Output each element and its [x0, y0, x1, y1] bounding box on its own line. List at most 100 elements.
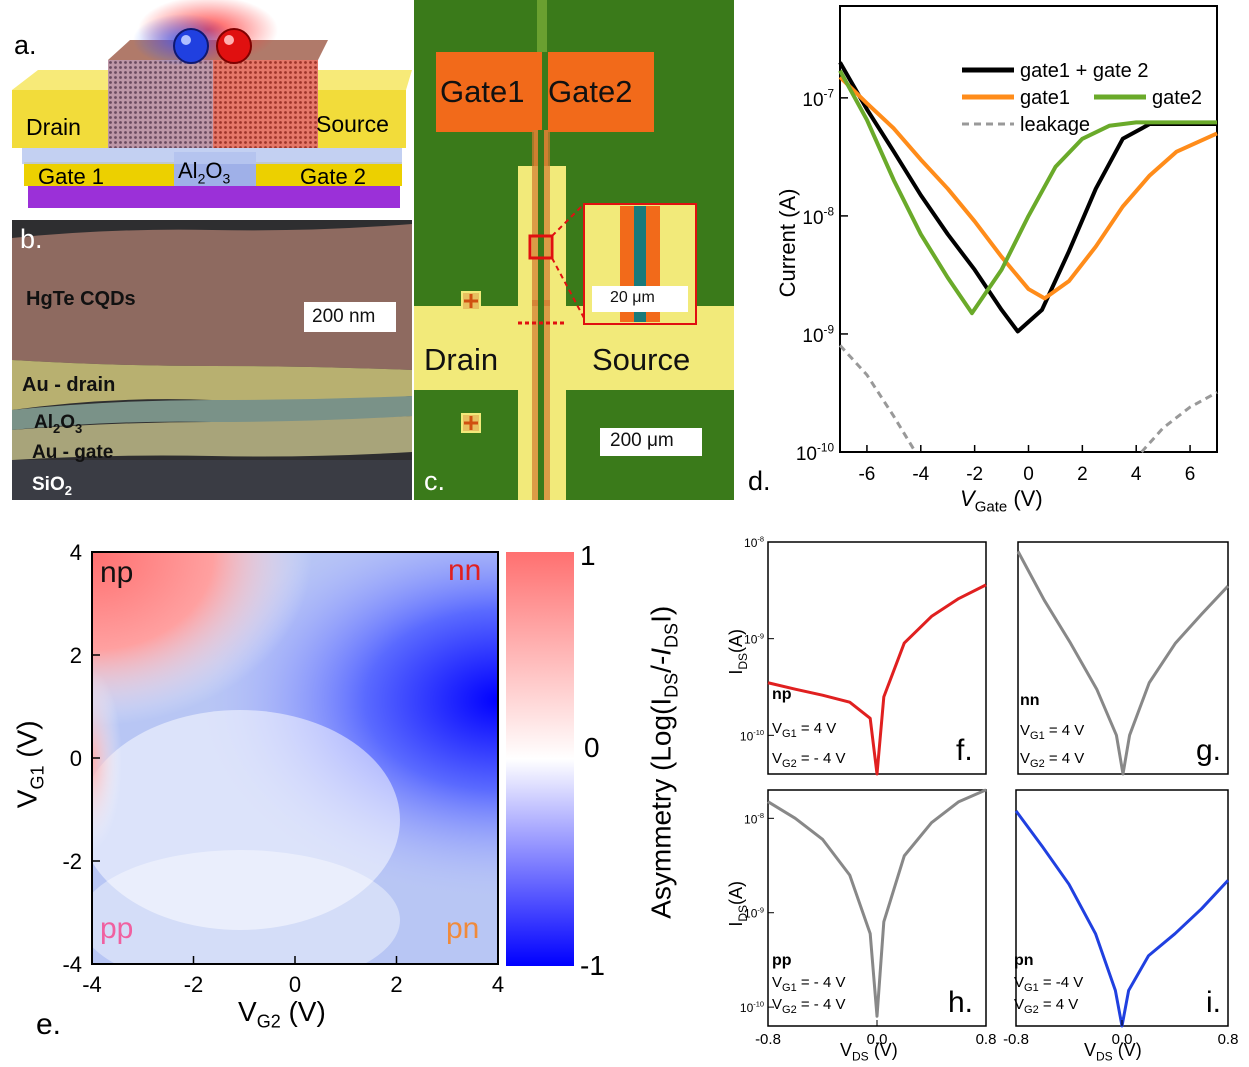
d-curve-both — [838, 61, 1217, 334]
device-schematic — [12, 0, 412, 208]
e-xtick-label: 0 — [289, 972, 301, 997]
inset-scale-label: 20 μm — [610, 289, 655, 306]
h-ytick-label: 10-8 — [744, 811, 764, 826]
micrograph — [414, 0, 734, 500]
panel-g-letter: g. — [1196, 734, 1222, 767]
al2o3-label: Al2O3 — [34, 412, 83, 436]
f-ytick-label: 10-9 — [744, 631, 764, 646]
d-curve-gate2 — [838, 69, 1217, 316]
d-legend-label: gate1 + gate 2 — [1020, 60, 1148, 82]
panel-i-letter: i. — [1206, 986, 1221, 1019]
d-curve-leakage — [838, 344, 917, 453]
gate2-pad-label: Gate2 — [548, 74, 633, 109]
panel-h-letter: h. — [948, 986, 974, 1019]
panel-f-letter: f. — [956, 734, 973, 767]
e-ytick-label: -2 — [62, 849, 82, 874]
i-tag: pn — [1014, 952, 1034, 969]
gate1-pad-label: Gate1 — [440, 74, 525, 109]
f-ytick-label: 10-8 — [744, 535, 764, 550]
sem-scale-label: 200 nm — [312, 306, 376, 327]
i-xtick-label: -0.8 — [1003, 1031, 1029, 1048]
panel-c: Gate1 Gate2 Drain Source 200 μm 20 μm c. — [414, 0, 734, 500]
cbar-tick-pos: 1 — [580, 540, 596, 571]
iv-charts: 10-8 10-9 10-10 10-8 10-9 10-10 -0.8 0.0 0.8 -0.8… — [740, 535, 1239, 1048]
h-iv-curve — [767, 788, 987, 1018]
d-ylabel: Current (A) — [775, 188, 800, 298]
corner-nn: nn — [448, 554, 482, 587]
e-ylabel: VG1 (V) — [11, 720, 48, 809]
f-iv-curve — [767, 583, 987, 776]
hgte-label: HgTe CQDs — [26, 288, 136, 310]
h-ytick-label: 10-9 — [744, 905, 764, 920]
asymmetry-heatmap: -4 -2 0 2 4 4 2 0 -2 -4 — [62, 540, 574, 997]
source-pad-label: Source — [592, 342, 691, 377]
au-gate-label: Au - gate — [32, 442, 114, 463]
h-ytick-label: 10-10 — [740, 1000, 764, 1015]
h-xtick-label: 0.8 — [976, 1031, 997, 1048]
f-ylabel: IDS(A) — [726, 628, 750, 675]
e-ytick-label: 2 — [70, 643, 82, 668]
i-xtick-label: 0.0 — [1112, 1031, 1133, 1048]
scale-bar-box — [304, 302, 396, 332]
d-legend-label: leakage — [1020, 114, 1090, 136]
d-xtick-label: 6 — [1185, 464, 1196, 485]
e-xtick-label: -2 — [184, 972, 204, 997]
d-ytick-label: 10-8 — [802, 205, 834, 229]
sem-image — [12, 220, 412, 500]
f-tag: np — [772, 686, 792, 703]
e-xlabel: VG2 (V) — [238, 996, 326, 1032]
d-xtick-label: 4 — [1131, 464, 1142, 485]
panel-e-letter: e. — [36, 1008, 62, 1041]
transfer-chart: -6 -4 -2 0 2 4 6 10-7 10-8 10-9 10-10 gate1 + gate … — [796, 5, 1218, 485]
panel-a-letter: a. — [14, 30, 37, 60]
i-xtick-label: 0.8 — [1218, 1031, 1239, 1048]
i-xlabel: VDS (V) — [1084, 1040, 1142, 1064]
drain-label: Drain — [26, 114, 81, 140]
electron-icon — [173, 28, 209, 64]
gate2-label: Gate 2 — [300, 164, 367, 189]
e-ytick-label: 0 — [70, 746, 82, 771]
hole-icon — [216, 28, 252, 64]
f-xlabel: VDS (V) — [840, 1040, 898, 1064]
corner-pp: pp — [100, 912, 134, 945]
au-drain-label: Au - drain — [22, 374, 116, 396]
f-vg2: VG2 = - 4 V — [772, 750, 846, 770]
corner-np: np — [100, 556, 134, 589]
source-label: Source — [316, 111, 389, 137]
h-vg2: VG2 = - 4 V — [772, 996, 846, 1016]
gate1-label: Gate 1 — [38, 164, 105, 189]
e-xtick-label: -4 — [82, 972, 102, 997]
e-xtick-label: 4 — [492, 972, 504, 997]
heatmap-area — [80, 551, 499, 990]
h-ylabel: IDS(A) — [726, 880, 750, 927]
e-xtick-label: 2 — [390, 972, 402, 997]
panel-b-letter: b. — [20, 224, 43, 254]
panel-d-letter: d. — [748, 466, 771, 496]
i-vg2: VG2 = 4 V — [1014, 996, 1079, 1016]
panel-a: a. Drain Source Gate 1 Gate 2 Al2O3 — [8, 0, 412, 220]
h-tag: pp — [772, 952, 792, 969]
f-vg1: VG1 = 4 V — [772, 720, 837, 740]
colorbar — [506, 552, 574, 966]
zoom-box-icon — [528, 234, 554, 260]
panel-d: -6 -4 -2 0 2 4 6 10-7 10-8 10-9 10-10 gate1 + gate … — [740, 0, 1249, 520]
g-vg1: VG1 = 4 V — [1020, 722, 1085, 742]
g-tag: nn — [1020, 692, 1040, 709]
drain-pad-label: Drain — [424, 342, 499, 377]
panel-e: -4 -2 0 2 4 4 2 0 -2 -4 np nn pp pn 1 0 -1 Asymme… — [0, 520, 700, 1067]
g-vg2: VG2 = 4 V — [1020, 750, 1085, 770]
h-xtick-label: 0.0 — [867, 1031, 888, 1048]
d-xtick-label: -4 — [912, 464, 929, 485]
e-ytick-label: 4 — [70, 540, 82, 565]
corner-pn: pn — [446, 912, 480, 945]
panels-fghi: 10-8 10-9 10-10 10-8 10-9 10-10 -0.8 0.0 0.8 -0.8… — [700, 520, 1249, 1067]
cbar-tick-neg: -1 — [580, 950, 605, 981]
d-xtick-label: 0 — [1023, 464, 1034, 485]
d-xtick-label: -6 — [858, 464, 875, 485]
d-legend-label: gate2 — [1152, 87, 1202, 109]
panel-c-letter: c. — [424, 466, 446, 496]
d-xlabel: VGate (V) — [960, 486, 1043, 516]
oxide-label: Al2O3 — [178, 158, 231, 187]
d-legend-label: gate1 — [1020, 87, 1070, 109]
h-xtick-label: -0.8 — [755, 1031, 781, 1048]
